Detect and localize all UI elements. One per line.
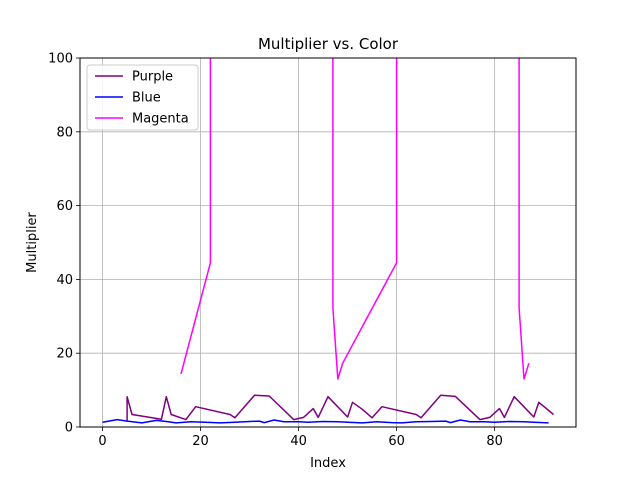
y-tick-label: 0 [65,421,73,436]
x-tick-label: 40 [290,434,307,449]
legend: Purple Blue Magenta [86,64,199,131]
plot-frame [79,57,577,428]
legend-label-magenta: Magenta [132,112,189,127]
legend-label-blue: Blue [132,91,161,106]
y-tick-label: 100 [48,52,73,67]
x-tick-label: 20 [192,434,209,449]
y-tick-label: 80 [56,125,73,140]
x-tick-label: 0 [98,434,106,449]
series-line-purple [126,394,554,422]
y-axis-label: Multiplier [25,212,40,273]
legend-box [86,64,199,131]
legend-label-purple: Purple [132,70,173,85]
series-line-blue [102,418,549,424]
chart-title: Multiplier vs. Color [258,35,399,53]
series-layer [102,58,554,424]
x-tick-label: 60 [388,434,405,449]
ticks: 0 20 40 60 80 0 20 40 60 80 100 [48,52,503,450]
y-tick-label: 40 [56,273,73,288]
series-line-magenta [180,58,530,380]
y-tick-label: 60 [56,199,73,214]
y-tick-label: 20 [56,347,73,362]
x-tick-label: 80 [486,434,503,449]
x-axis-label: Index [310,456,346,471]
